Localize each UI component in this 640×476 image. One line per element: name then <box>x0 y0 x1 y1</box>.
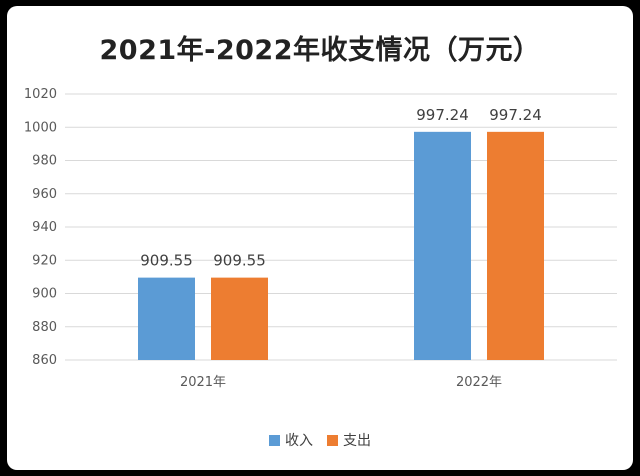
legend-label-income: 收入 <box>285 433 313 449</box>
data-label: 909.55 <box>140 252 193 270</box>
bar <box>414 131 471 360</box>
legend: 收入 支出 <box>7 430 633 450</box>
bar-chart: 860 880 900 920 940 960 980 1000 1020 909.55 909.5… <box>24 87 617 390</box>
chart-frame: 2021年-2022年收支情况（万元） 860 880 900 920 940 960 98… <box>7 6 633 470</box>
x-category-label: 2021年 <box>180 375 226 390</box>
bar <box>487 131 544 360</box>
legend-item-income[interactable]: 收入 <box>269 430 313 450</box>
x-category-label: 2022年 <box>456 375 502 390</box>
bar <box>211 277 268 360</box>
data-label: 909.55 <box>213 252 266 270</box>
y-tick-label: 960 <box>32 187 57 202</box>
y-tick-label: 860 <box>32 353 57 368</box>
y-tick-label: 1020 <box>24 87 57 102</box>
data-label: 997.24 <box>416 106 469 124</box>
chart-title: 2021年-2022年收支情况（万元） <box>99 35 541 66</box>
y-tick-label: 920 <box>32 253 57 268</box>
y-tick-label: 940 <box>32 220 57 235</box>
y-tick-label: 1000 <box>24 120 57 135</box>
legend-item-expense[interactable]: 支出 <box>327 430 371 450</box>
y-tick-label: 980 <box>32 154 57 169</box>
legend-swatch-expense <box>327 434 338 446</box>
y-tick-label: 880 <box>32 320 57 335</box>
y-tick-label: 900 <box>32 287 57 302</box>
legend-label-expense: 支出 <box>343 433 371 449</box>
data-label: 997.24 <box>489 106 542 124</box>
bar <box>138 277 195 360</box>
legend-swatch-income <box>269 434 280 446</box>
